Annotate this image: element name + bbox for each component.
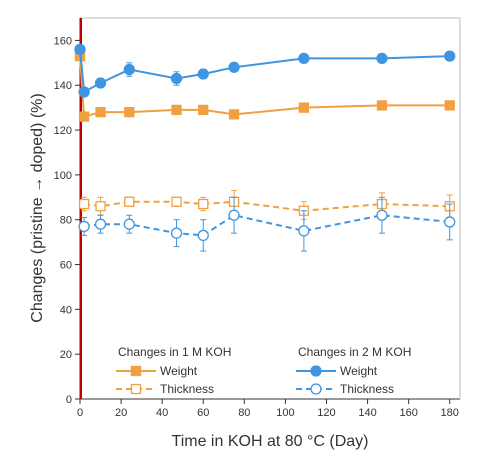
data-point-1m-weight [298,102,310,113]
data-point-1m-weight [198,104,209,116]
x-tick-label: 60 [197,407,209,419]
legend-group-title: Changes in 1 M KOH [118,345,231,359]
legend-group-title: Changes in 2 M KOH [298,345,411,359]
data-point-2m-weight [376,52,388,64]
data-point-2m-weight [197,68,209,80]
x-axis-title: Time in KOH at 80 °C (Day) [172,433,369,450]
data-point-1m-thickness [198,198,209,210]
data-point-1m-weight [95,106,106,118]
legend-entry-label: Thickness [160,382,214,396]
data-point-1m-weight [376,100,388,111]
y-tick-label: 140 [54,80,72,92]
y-tick-label: 160 [54,35,72,47]
y-tick-label: 40 [60,304,72,316]
data-point-2m-thickness [197,229,209,242]
plot-area: 0 20 40 60 80 100 120 140 160 180 0 20 40 60 80 100 120 1… [54,17,461,419]
legend-marker [310,365,322,377]
data-point-2m-weight [74,43,86,56]
x-tick-label: 180 [441,407,459,419]
legend-marker [310,383,322,395]
data-point-2m-thickness [376,209,388,221]
y-tick-label: 0 [66,394,72,406]
legend-entry-label: Weight [340,364,378,378]
data-point-2m-thickness [123,218,135,230]
x-tick-label: 140 [358,407,376,419]
data-point-1m-weight [228,109,240,120]
data-point-2m-thickness [298,225,310,237]
legend: Changes in 1 M KOH Weight Thickness Changes… [116,345,411,396]
data-point-1m-thickness [95,201,106,212]
series-line-2m-thickness [83,214,450,237]
series-line-2m-weight [79,49,450,94]
data-point-1m-weight [171,104,182,116]
series-line-1m-weight [79,56,450,118]
data-point-2m-weight [444,50,456,62]
legend-entry-label: Thickness [340,382,394,396]
data-point-2m-weight [298,52,310,64]
x-tick-label: 20 [115,407,127,419]
x-tick-label: 0 [77,407,83,419]
x-tick-label: 40 [156,407,168,419]
y-tick-label: 100 [54,170,72,182]
x-tick-label: 160 [399,407,417,419]
data-point-2m-thickness [94,218,107,230]
data-point-2m-weight [170,72,183,85]
legend-entry-label: Weight [160,364,198,378]
data-point-2m-weight [78,86,90,98]
data-point-2m-weight [228,61,240,73]
data-point-2m-thickness [228,209,240,221]
data-point-1m-thickness [78,198,90,210]
y-tick-label: 120 [54,125,72,137]
x-tick-label: 120 [317,407,335,419]
y-axis-title: Changes (pristine → doped) (%) [29,93,46,322]
y-tick-label: 80 [60,215,72,227]
data-point-1m-weight [78,111,90,122]
legend-marker [130,365,142,377]
data-point-2m-thickness [78,220,90,233]
data-point-1m-thickness [171,196,182,207]
x-tick-label: 100 [276,407,294,419]
data-point-1m-thickness [124,196,135,207]
series-line-1m-thickness [83,200,450,212]
data-point-2m-thickness [170,227,183,239]
x-tick-label: 80 [238,407,250,419]
data-point-2m-weight [123,63,135,76]
data-point-2m-thickness [444,216,456,228]
y-tick-label: 60 [60,260,72,272]
data-point-1m-weight [444,100,455,111]
data-point-2m-weight [94,77,107,89]
legend-marker [130,383,142,395]
data-point-1m-weight [124,106,135,118]
y-tick-label: 20 [60,349,72,361]
